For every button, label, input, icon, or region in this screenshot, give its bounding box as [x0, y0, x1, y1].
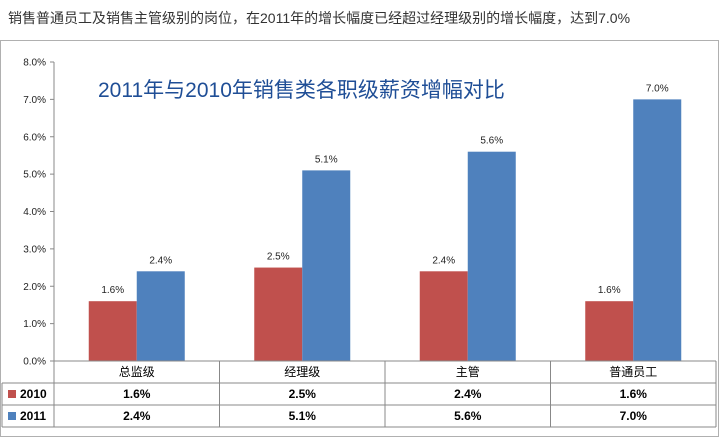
bar-2011 [633, 99, 682, 361]
data-label: 5.1% [315, 154, 338, 165]
y-tick-label: 2.0% [23, 282, 46, 293]
legend-swatch-2011 [8, 412, 16, 420]
x-category-label: 经理级 [284, 365, 320, 379]
table-cell: 1.6% [123, 387, 151, 401]
y-tick-label: 6.0% [23, 132, 46, 143]
table-cell: 7.0% [620, 409, 648, 423]
legend-label-2010: 2010 [20, 387, 47, 401]
table-cell: 2.5% [289, 387, 317, 401]
table-cell: 2.4% [454, 387, 482, 401]
data-label: 2.5% [267, 252, 290, 263]
y-tick-label: 0.0% [23, 357, 46, 368]
bar-2010 [88, 301, 137, 361]
data-label: 7.0% [646, 83, 669, 94]
headline: 销售普通员工及销售主管级别的岗位，在2011年的增长幅度已经超过经理级别的增长幅… [8, 10, 631, 26]
y-tick-label: 7.0% [23, 95, 46, 106]
y-tick-label: 1.0% [23, 319, 46, 330]
data-label: 2.4% [149, 255, 172, 266]
bar-2010 [585, 301, 634, 361]
bar-2010 [419, 271, 468, 361]
table-cell: 2.4% [123, 409, 151, 423]
x-category-label: 普通员工 [609, 365, 657, 379]
legend-swatch-2010 [8, 390, 16, 398]
y-tick-label: 5.0% [23, 170, 46, 181]
y-tick-label: 3.0% [23, 244, 46, 255]
bar-2011 [136, 271, 185, 361]
chart-title: 2011年与2010年销售类各职级薪资增幅对比 [98, 79, 505, 102]
data-label: 2.4% [432, 255, 455, 266]
x-category-label: 总监级 [119, 365, 155, 379]
chart-frame [0, 40, 719, 437]
y-tick-label: 4.0% [23, 207, 46, 218]
bar-2011 [467, 151, 516, 361]
data-label: 1.6% [101, 285, 124, 296]
legend-label-2011: 2011 [20, 409, 46, 423]
data-label: 5.6% [480, 136, 503, 147]
table-cell: 1.6% [620, 387, 648, 401]
bar-2011 [302, 170, 351, 361]
x-category-label: 主管 [456, 364, 480, 379]
table-cell: 5.6% [454, 409, 482, 423]
bar-2010 [254, 267, 303, 361]
y-tick-label: 8.0% [23, 58, 46, 69]
table-cell: 5.1% [289, 409, 317, 423]
data-label: 1.6% [598, 285, 621, 296]
